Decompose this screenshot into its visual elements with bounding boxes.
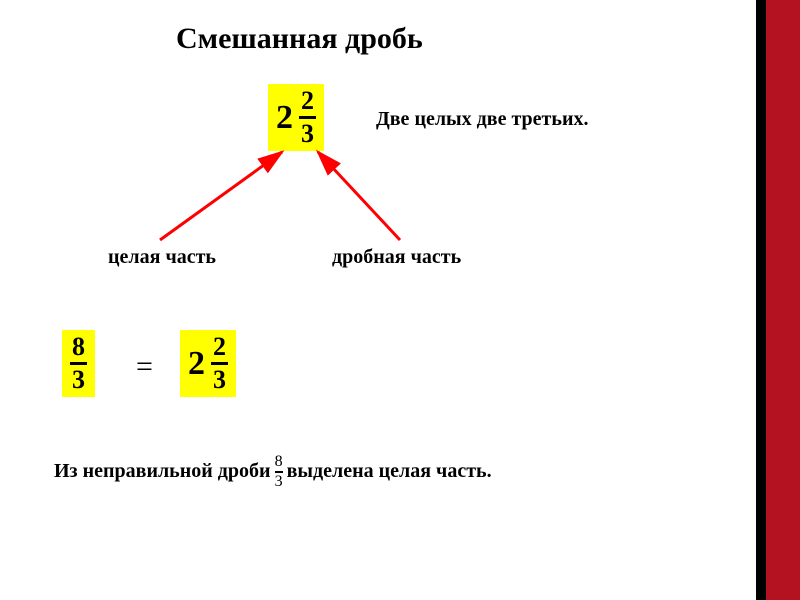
numerator: 8 xyxy=(275,454,283,471)
bottom-sentence: Из неправильной дроби 8 3 выделена целая… xyxy=(54,454,492,490)
sentence-suffix: выделена целая часть. xyxy=(287,460,492,483)
equals-sign: = xyxy=(136,350,153,384)
whole-part-label: целая часть xyxy=(108,246,216,269)
fractional-part-label: дробная часть xyxy=(332,246,461,269)
numerator: 8 xyxy=(70,334,87,362)
inline-fraction: 8 3 xyxy=(275,454,283,490)
numerator: 2 xyxy=(299,88,316,116)
mixed-fraction-equation: 2 2 3 xyxy=(180,330,236,397)
reading-label: Две целых две третьих. xyxy=(376,108,588,131)
sentence-prefix: Из неправильной дроби xyxy=(54,460,271,483)
denominator: 3 xyxy=(275,473,283,490)
mixed-fraction-top: 2 2 3 xyxy=(268,84,324,151)
fractional-part: 2 3 xyxy=(299,88,316,147)
arrow-left xyxy=(0,0,800,600)
arrow-right xyxy=(0,0,800,600)
whole-part-value: 2 xyxy=(276,99,293,137)
numerator: 2 xyxy=(211,334,228,362)
whole-part-value: 2 xyxy=(188,345,205,383)
right-red-bar xyxy=(766,0,800,600)
page-title: Смешанная дробь xyxy=(176,22,423,56)
denominator: 3 xyxy=(211,365,228,393)
improper-fraction: 8 3 xyxy=(62,330,95,397)
right-black-border xyxy=(756,0,766,600)
denominator: 3 xyxy=(299,119,316,147)
denominator: 3 xyxy=(70,365,87,393)
